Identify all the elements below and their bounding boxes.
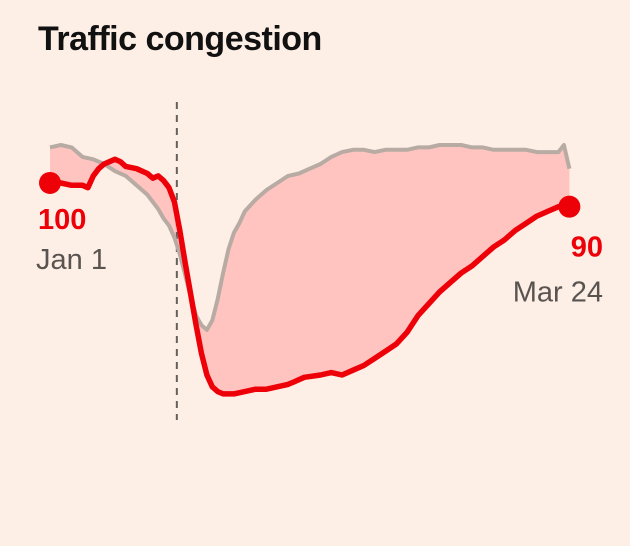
gap-area xyxy=(50,145,570,394)
current-line xyxy=(47,156,573,397)
start-value-label: 100 xyxy=(38,204,86,236)
start-marker xyxy=(39,171,61,194)
end-marker xyxy=(558,195,581,218)
end-value-label: 90 xyxy=(571,232,603,264)
end-date-label: Mar 24 xyxy=(513,277,603,309)
baseline-line xyxy=(49,143,572,332)
start-date-label: Jan 1 xyxy=(36,244,107,276)
chart-title: Traffic congestion xyxy=(38,20,322,58)
